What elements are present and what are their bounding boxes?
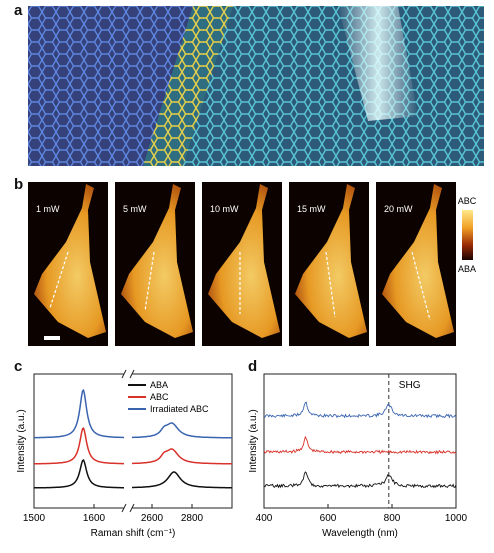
shg-spectrum-line-2 [263,435,457,455]
spectrum-line-g-2 [34,427,124,465]
x-tick-label: 2800 [181,513,204,524]
x-axis-label: Raman shift (cm⁻¹) [91,528,176,539]
x-tick-label: 1600 [83,513,106,524]
domain-boundary-line [411,251,431,321]
raman-spectra-chart: 1500 1600 2600 2800 Raman shift (cm⁻¹) Intens… [16,369,233,539]
flake-shape [382,184,454,338]
colorbar-bottom-label: ABA [458,264,476,274]
x-tick-label: 2600 [141,513,164,524]
x-tick-label: 400 [256,513,273,524]
raman-map-4: 15 mW [289,182,369,346]
axis-break-mark [129,369,135,379]
abc-stacked-region [183,6,484,166]
spectrum-line-2d-2 [132,448,232,465]
laser-glow [338,6,418,121]
lattice-svg [28,6,484,166]
power-label: 1 mW [36,204,60,214]
flake-shape [34,184,106,338]
y-axis-label: Intensity (a.u.) [16,409,27,472]
shg-spectrum-line-3 [263,471,457,489]
domain-boundary-line [325,251,336,318]
raman-map-1: 1 mW [28,182,108,346]
raman-map-3: 10 mW [202,182,282,346]
panel-d-shg-spectra: SHG 400 600 800 1000 Wavelength (nm) Intensity… [244,360,494,548]
colorbar-top-label: ABC [458,196,477,206]
x-tick-label: 1000 [445,513,468,524]
power-label: 10 mW [210,204,239,214]
x-tick-label: 600 [320,513,337,524]
spectrum-line-g-3 [33,388,124,439]
panel-label-c: c [14,358,23,375]
power-label: 20 mW [384,204,413,214]
raman-map-5: 20 mW [376,182,456,346]
axis-break-mark [121,369,127,379]
raman-map-svg: 1 mW 5 mW 10 mW 15 mW 20 mW ABC ABA [28,182,477,346]
spectrum-line-g-1 [34,459,124,489]
panel-c-raman-spectra: 1500 1600 2600 2800 Raman shift (cm⁻¹) Intens… [0,360,240,548]
raman-map-2: 5 mW [115,182,195,346]
colorbar [462,210,473,260]
y-axis-label: Intensity (a.u.) [248,409,259,472]
plot-frame [33,373,233,509]
x-tick-label: 1500 [23,513,46,524]
spectrum-line-2d-3 [132,422,232,439]
shg-spectra-chart: SHG 400 600 800 1000 Wavelength (nm) Intensity… [248,373,468,539]
legend-label: ABA [150,380,168,390]
power-label: 5 mW [123,204,147,214]
axis-break-mark [121,503,127,513]
flake-shape [121,184,193,338]
x-tick-label: 800 [384,513,401,524]
flake-shape [295,184,367,338]
panel-b-raman-maps: 1 mW 5 mW 10 mW 15 mW 20 mW ABC ABA [0,176,494,354]
power-label: 15 mW [297,204,326,214]
panel-label-b: b [14,176,24,193]
panel-label-a: a [14,2,23,19]
flake-shape [208,184,280,338]
x-axis-label: Wavelength (nm) [322,528,398,539]
plot-frame [263,373,457,509]
domain-wall-region [143,6,243,166]
panel-label-d: d [248,358,258,375]
axis-break-mark [129,503,135,513]
shg-spectrum-line-1 [263,401,457,419]
spectrum-line-2d-1 [132,471,232,489]
panel-a-lattice-illustration [28,6,484,166]
shg-annotation: SHG [399,380,421,391]
legend-label: Irradiated ABC [150,404,209,414]
scale-bar [44,336,60,340]
legend-label: ABC [150,392,169,402]
